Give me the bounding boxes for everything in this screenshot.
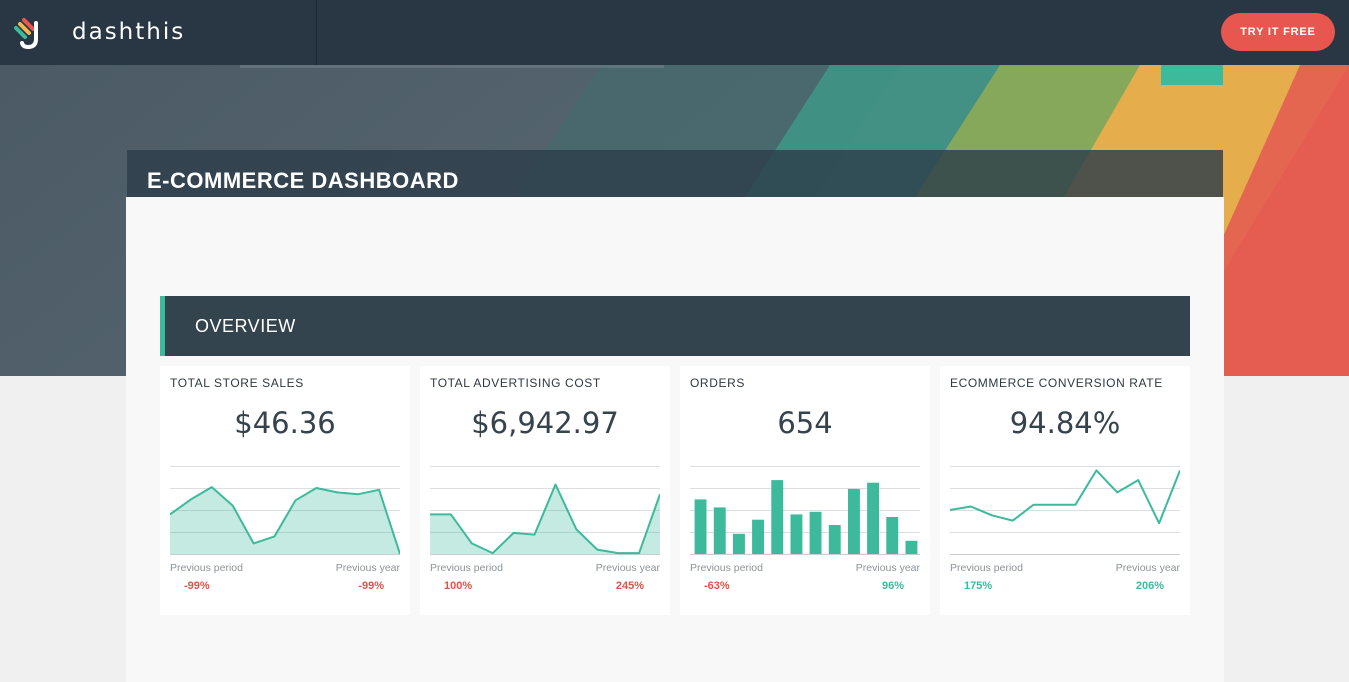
- top-navigation-bar: dashthis TRY IT FREE: [0, 0, 1349, 65]
- topbar-divider: [316, 0, 317, 65]
- previous-period-label: Previous period: [950, 562, 1023, 574]
- kpi-card-title: ECOMMERCE CONVERSION RATE: [950, 376, 1163, 390]
- chart-area-fill: [430, 484, 660, 554]
- kpi-card-value: 654: [777, 406, 833, 440]
- sparkline-chart: [950, 466, 1180, 555]
- section-header-overview: OVERVIEW: [160, 296, 1190, 356]
- chart-series-line: [170, 486, 400, 555]
- kpi-card-value: $46.36: [234, 406, 336, 440]
- previous-period-change: -63%: [704, 580, 730, 592]
- kpi-card-title: TOTAL STORE SALES: [170, 376, 304, 390]
- previous-year-label: Previous year: [1115, 562, 1180, 574]
- previous-period-change: 100%: [444, 580, 473, 592]
- page-title: E-COMMERCE DASHBOARD: [147, 168, 459, 193]
- brand-name[interactable]: dashthis: [72, 19, 186, 45]
- previous-period-change: -99%: [184, 580, 210, 592]
- previous-period-label: Previous period: [690, 562, 763, 574]
- chart-bar: [771, 480, 784, 554]
- chart-bar: [752, 519, 764, 554]
- chart-bar: [694, 499, 707, 554]
- chart-bar: [867, 482, 879, 554]
- dashthis-logo-icon[interactable]: [12, 15, 48, 51]
- kpi-card-orders[interactable]: ORDERS 654 Previous period Previous year…: [680, 366, 930, 615]
- chart-bar: [809, 511, 822, 554]
- previous-year-label: Previous year: [855, 562, 920, 574]
- kpi-card-value: $6,942.97: [471, 406, 619, 440]
- chart-series-line: [430, 483, 660, 555]
- previous-year-change: 96%: [881, 580, 904, 592]
- section-title: OVERVIEW: [195, 316, 296, 336]
- chart-bar: [886, 517, 899, 554]
- kpi-card-title: ORDERS: [690, 376, 745, 390]
- chart-bar: [848, 488, 860, 554]
- dashboard-panel: OVERVIEW TOTAL STORE SALES $46.36 Previo…: [126, 197, 1224, 682]
- sparkline-chart: [170, 466, 400, 555]
- chart-bar: [790, 514, 803, 554]
- previous-year-change: 245%: [615, 580, 644, 592]
- kpi-card-ecommerce-conversion-rate[interactable]: ECOMMERCE CONVERSION RATE 94.84% Previou…: [940, 366, 1190, 615]
- kpi-card-title: TOTAL ADVERTISING COST: [430, 376, 601, 390]
- chart-bar: [828, 525, 841, 554]
- previous-period-change: 175%: [964, 580, 993, 592]
- kpi-card-value: 94.84%: [1009, 406, 1121, 440]
- try-it-free-button[interactable]: TRY IT FREE: [1221, 13, 1335, 51]
- previous-year-change: -99%: [358, 580, 384, 592]
- kpi-card-total-store-sales[interactable]: TOTAL STORE SALES $46.36 Previous period…: [160, 366, 410, 615]
- chart-bar: [905, 540, 918, 554]
- sparkline-chart: [430, 466, 660, 555]
- chart-area-fill: [170, 487, 400, 554]
- kpi-cards-row: TOTAL STORE SALES $46.36 Previous period…: [160, 366, 1190, 616]
- previous-period-label: Previous period: [430, 562, 503, 574]
- chart-bar: [713, 507, 726, 554]
- previous-year-label: Previous year: [595, 562, 660, 574]
- chart-bar: [733, 533, 745, 554]
- previous-year-change: 206%: [1135, 580, 1164, 592]
- previous-year-label: Previous year: [335, 562, 400, 574]
- chart-series-line: [950, 469, 1180, 525]
- previous-period-label: Previous period: [170, 562, 243, 574]
- sparkline-chart: [690, 466, 920, 555]
- kpi-card-total-advertising-cost[interactable]: TOTAL ADVERTISING COST $6,942.97 Previou…: [420, 366, 670, 615]
